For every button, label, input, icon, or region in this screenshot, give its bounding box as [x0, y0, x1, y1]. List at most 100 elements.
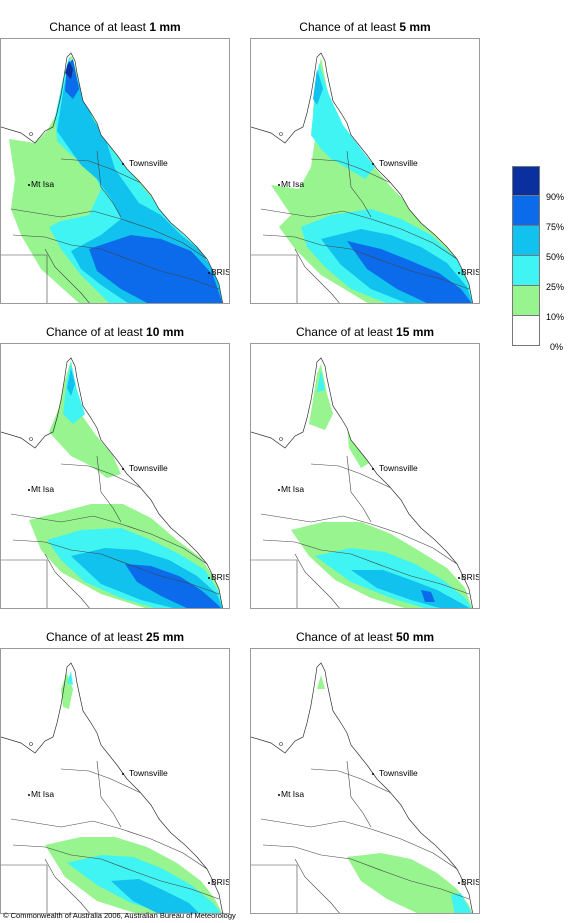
- district-boundary: [310, 463, 392, 489]
- rain-probability-region: [125, 564, 221, 608]
- legend-swatch-90: [512, 166, 540, 196]
- district-boundary: [260, 208, 458, 260]
- mt_isa-marker: [28, 794, 30, 796]
- mt-isa-label: Mt Isa: [31, 179, 54, 189]
- district-boundary: [96, 760, 122, 828]
- district-boundary: [260, 818, 458, 870]
- district-boundary: [10, 208, 208, 260]
- legend-label-25: 25%: [546, 282, 565, 292]
- rain-probability-region: [351, 570, 470, 608]
- bris-marker: [458, 577, 460, 579]
- panel-title-25mm: Chance of at least 25 mm: [45, 630, 185, 644]
- coastline: [251, 52, 473, 303]
- rain-probability-region: [317, 675, 473, 913]
- legend-label-10: 10%: [546, 312, 565, 322]
- bris-marker: [458, 272, 460, 274]
- district-boundary: [262, 844, 470, 900]
- townsville-label: Townsville: [379, 463, 418, 473]
- panel-title-15mm: Chance of at least 15 mm: [295, 325, 435, 339]
- district-boundary: [96, 150, 122, 218]
- legend-label-50: 50%: [546, 252, 565, 262]
- district-boundary: [1, 864, 48, 913]
- map-25mm: Townsville Mt Isa BRIS: [0, 648, 230, 914]
- rain-probability-region: [65, 59, 223, 303]
- legend-label-0: 0%: [550, 342, 564, 352]
- rain-probability-region: [451, 893, 472, 913]
- district-boundary: [251, 254, 298, 303]
- district-boundary: [294, 553, 340, 608]
- probability-legend: 90% 75% 50% 25% 10% 0%: [512, 166, 564, 352]
- district-boundary: [346, 455, 372, 523]
- bris-label: BRIS: [461, 267, 480, 277]
- mt_isa-marker: [278, 794, 280, 796]
- mt-isa-label: Mt Isa: [281, 179, 304, 189]
- legend-label-90: 90%: [546, 192, 565, 202]
- rain-probability-region: [65, 61, 73, 79]
- district-boundary: [294, 858, 340, 913]
- ocean-mask: [317, 39, 479, 303]
- coastline: [251, 662, 473, 913]
- district-boundary: [262, 234, 470, 290]
- townsville-label: Townsville: [379, 158, 418, 168]
- coastline: [251, 357, 473, 608]
- rain-probability-region: [67, 671, 222, 913]
- island: [279, 742, 283, 746]
- district-boundary: [44, 858, 90, 913]
- district-boundary: [60, 463, 142, 489]
- panel-title-1mm: Chance of at least 1 mm: [49, 20, 181, 34]
- district-boundary: [10, 818, 208, 870]
- district-boundary: [12, 844, 220, 900]
- townsville-label: Townsville: [129, 463, 168, 473]
- island: [29, 742, 33, 746]
- map-15mm: Townsville Mt Isa BRIS: [250, 343, 480, 609]
- rain-probability-region: [67, 368, 223, 608]
- district-boundary: [251, 864, 298, 913]
- bris-marker: [208, 577, 210, 579]
- rain-probability-region: [291, 364, 473, 608]
- legend-swatch-25: [512, 256, 540, 286]
- mt-isa-label: Mt Isa: [281, 789, 304, 799]
- ocean-mask: [67, 39, 229, 303]
- rain-probability-region: [45, 673, 222, 913]
- district-boundary: [60, 768, 142, 794]
- bris-label: BRIS: [211, 877, 230, 887]
- legend-swatch-50: [512, 226, 540, 256]
- ocean-mask: [317, 344, 479, 608]
- island: [279, 132, 283, 136]
- ocean-mask: [67, 344, 229, 608]
- townsville-marker: [372, 773, 374, 775]
- rain-probability-region: [47, 362, 223, 608]
- bris-marker: [458, 882, 460, 884]
- panel-title-5mm: Chance of at least 5 mm: [299, 20, 431, 34]
- district-boundary: [60, 158, 142, 184]
- district-boundary: [310, 768, 392, 794]
- district-boundary: [346, 150, 372, 218]
- townsville-label: Townsville: [129, 158, 168, 168]
- map-1mm: Townsville Mt Isa BRIS: [0, 38, 230, 304]
- district-boundary: [310, 158, 392, 184]
- map-50mm: Townsville Mt Isa BRIS: [250, 648, 480, 914]
- district-boundary: [251, 559, 298, 608]
- bris-label: BRIS: [461, 572, 480, 582]
- bris-marker: [208, 272, 210, 274]
- bris-label: BRIS: [211, 267, 230, 277]
- district-boundary: [12, 539, 220, 595]
- legend-label-75: 75%: [546, 222, 565, 232]
- townsville-label: Townsville: [379, 768, 418, 778]
- ocean-mask: [67, 649, 229, 913]
- district-boundary: [12, 234, 220, 290]
- mt_isa-marker: [28, 184, 30, 186]
- bris-label: BRIS: [211, 572, 230, 582]
- rain-probability-region: [421, 590, 435, 602]
- island: [29, 437, 33, 441]
- mt_isa-marker: [28, 489, 30, 491]
- district-boundary: [260, 513, 458, 565]
- district-boundary: [10, 513, 208, 565]
- coastline: [1, 662, 223, 913]
- mt_isa-marker: [278, 489, 280, 491]
- ocean-mask: [317, 649, 479, 913]
- legend-swatch-0: [512, 316, 540, 346]
- legend-swatch-75: [512, 196, 540, 226]
- mt-isa-label: Mt Isa: [31, 484, 54, 494]
- mt-isa-label: Mt Isa: [281, 484, 304, 494]
